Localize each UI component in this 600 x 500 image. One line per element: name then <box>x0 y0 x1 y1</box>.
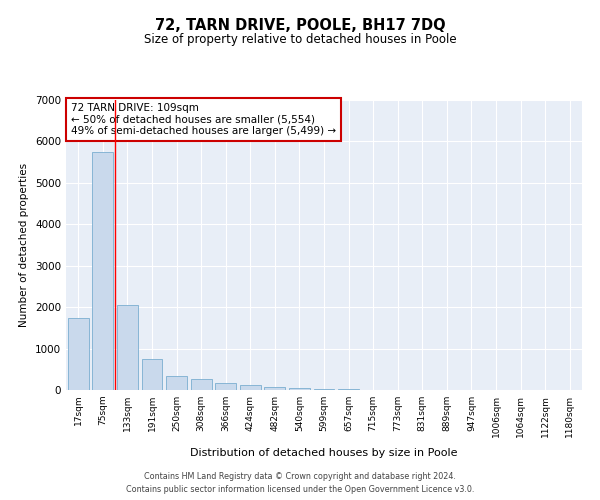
X-axis label: Distribution of detached houses by size in Poole: Distribution of detached houses by size … <box>190 448 458 458</box>
Bar <box>92 152 113 390</box>
Bar <box>142 359 163 390</box>
Bar <box>68 318 89 390</box>
Y-axis label: Number of detached properties: Number of detached properties <box>19 163 29 327</box>
Text: 72, TARN DRIVE, POOLE, BH17 7DQ: 72, TARN DRIVE, POOLE, BH17 7DQ <box>155 18 445 32</box>
Bar <box>215 384 236 390</box>
Bar <box>166 376 187 390</box>
Bar <box>117 305 138 390</box>
Text: Size of property relative to detached houses in Poole: Size of property relative to detached ho… <box>143 32 457 46</box>
Bar <box>314 389 334 390</box>
Text: 72 TARN DRIVE: 109sqm
← 50% of detached houses are smaller (5,554)
49% of semi-d: 72 TARN DRIVE: 109sqm ← 50% of detached … <box>71 103 336 136</box>
Bar <box>191 379 212 390</box>
Bar <box>240 385 261 390</box>
Text: Contains HM Land Registry data © Crown copyright and database right 2024.
Contai: Contains HM Land Registry data © Crown c… <box>126 472 474 494</box>
Bar <box>265 387 286 390</box>
Bar <box>289 388 310 390</box>
